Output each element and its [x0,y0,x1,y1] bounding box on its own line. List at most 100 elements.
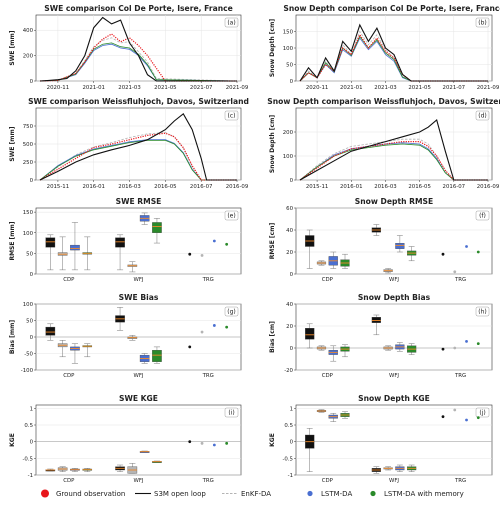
legend-item: LSTM-DA with memory [370,490,464,498]
y-tick-label: 50 [26,319,33,325]
category-label: WFJ [389,277,399,283]
y-tick-label: 0 [30,272,34,278]
panel-title: SWE Bias [119,293,159,302]
y-tick-label: 0.5 [284,423,293,429]
y-tick-label: 750 [23,124,34,130]
y-axis-label: KGE [9,433,16,447]
y-tick-label: 100 [283,46,294,52]
y-tick-label: 0 [30,79,34,85]
x-tick-label: 2016-03 [374,184,397,190]
x-tick-label: 2021-05 [154,85,177,91]
box-enkf [57,236,68,271]
box-lstm_mem [152,346,162,364]
legend-item: Ground observation [41,489,125,498]
category-label: WFJ [389,478,399,484]
x-tick-label: 2021-09 [226,85,249,91]
point-enkf [453,408,457,412]
panel-label-box [224,17,239,28]
y-tick-label: 20 [286,250,293,256]
panel-h: Snow Depth Bias -20 0 20 40 Bias [cm] (h) CDP WF… [269,293,493,379]
legend-label: S3M open loop [154,490,206,498]
point-s3m [441,415,445,419]
point-s3m [441,347,445,351]
box-lstm [70,468,80,472]
y-tick-label: 100 [23,231,34,237]
panel-label-box [224,210,239,221]
legend-label: Ground observation [56,490,125,498]
box-enkf [316,409,327,413]
box-enkf [127,463,138,474]
box-s3m [371,466,381,474]
legend-label: EnKF-DA [241,490,271,498]
category-label: WFJ [133,373,143,379]
series-obs [39,33,237,82]
plot-frame [35,207,242,275]
box-s3m [371,224,381,236]
box-s3m [45,468,56,472]
point-lstm_mem [476,416,480,420]
series-lstm [39,43,238,82]
panel-title: Snow Depth comparison Weissfluhjoch, Dav… [267,97,500,106]
category-label: TRG [202,373,214,379]
point-lstm [465,340,468,343]
y-tick-label: 250 [23,160,34,166]
y-tick-label: 0 [30,440,34,446]
panel-title: SWE comparison Col De Porte, Isere, Fran… [44,4,233,13]
y-tick-label: 200 [23,54,34,60]
x-tick-label: 2021-09 [477,85,500,91]
x-tick-label: 2021-01 [340,85,363,91]
panel-label: (e) [227,213,235,220]
y-axis-label: Snow Depth [cm] [269,115,276,173]
y-tick-label: -1 [28,473,33,479]
box-s3m [115,464,125,472]
y-axis-label: KGE [269,433,276,447]
panel-label: (c) [228,113,236,120]
panel-label: (g) [227,309,236,316]
legend-marker [307,490,313,497]
panel-title: SWE KGE [119,394,158,403]
point-lstm [212,443,216,447]
y-tick-label: -0.5 [22,456,33,462]
box-lstm [139,450,150,453]
box-s3m [305,428,315,472]
point-enkf [453,270,457,274]
panel-i: SWE KGE -1 -0.5 0 0.5 1 KGE (i) CDP WFJ TRG [9,394,242,484]
box-lstm_mem [152,460,162,463]
box-body [45,237,56,248]
panel-d: Snow Depth comparison Weissfluhjoch, Dav… [267,97,500,190]
box-s3m [305,323,315,349]
box-enkf [383,466,393,471]
panel-label: (a) [227,20,235,27]
category-label: CDP [322,277,334,283]
point-s3m [441,252,445,256]
category-label: CDP [322,373,334,379]
y-tick-label: 0 [290,346,294,352]
legend-marker [370,490,376,497]
category-label: TRG [454,277,466,283]
point-s3m [188,440,192,444]
panel-label: (h) [478,309,486,316]
box-enkf [316,345,327,351]
panel-label-box [475,210,490,221]
y-tick-label: 40 [286,302,293,308]
y-axis-label: SWE [mm] [9,30,16,65]
category-label: CDP [322,478,334,484]
y-axis-label: SWE [mm] [9,126,16,161]
series-s3m [299,23,488,82]
y-tick-label: 60 [286,206,293,212]
plot-frame [295,404,493,476]
plot-frame [295,107,493,181]
box-lstm [70,343,80,364]
y-tick-label: 0 [290,440,294,446]
panel-label-box [475,17,490,28]
category-label: CDP [63,373,75,379]
y-tick-label: 150 [283,30,294,36]
x-tick-label: 2016-01 [82,184,105,190]
point-s3m [188,345,192,349]
box-lstm_mem [82,468,93,472]
y-tick-label: 200 [283,130,294,136]
box-s3m [45,323,56,341]
panel-e: SWE RMSE 0 50 100 150 RMSE [mm] (e) CDP WFJ TRG [9,197,242,283]
box-lstm [139,212,150,225]
box-lstm [139,353,150,364]
